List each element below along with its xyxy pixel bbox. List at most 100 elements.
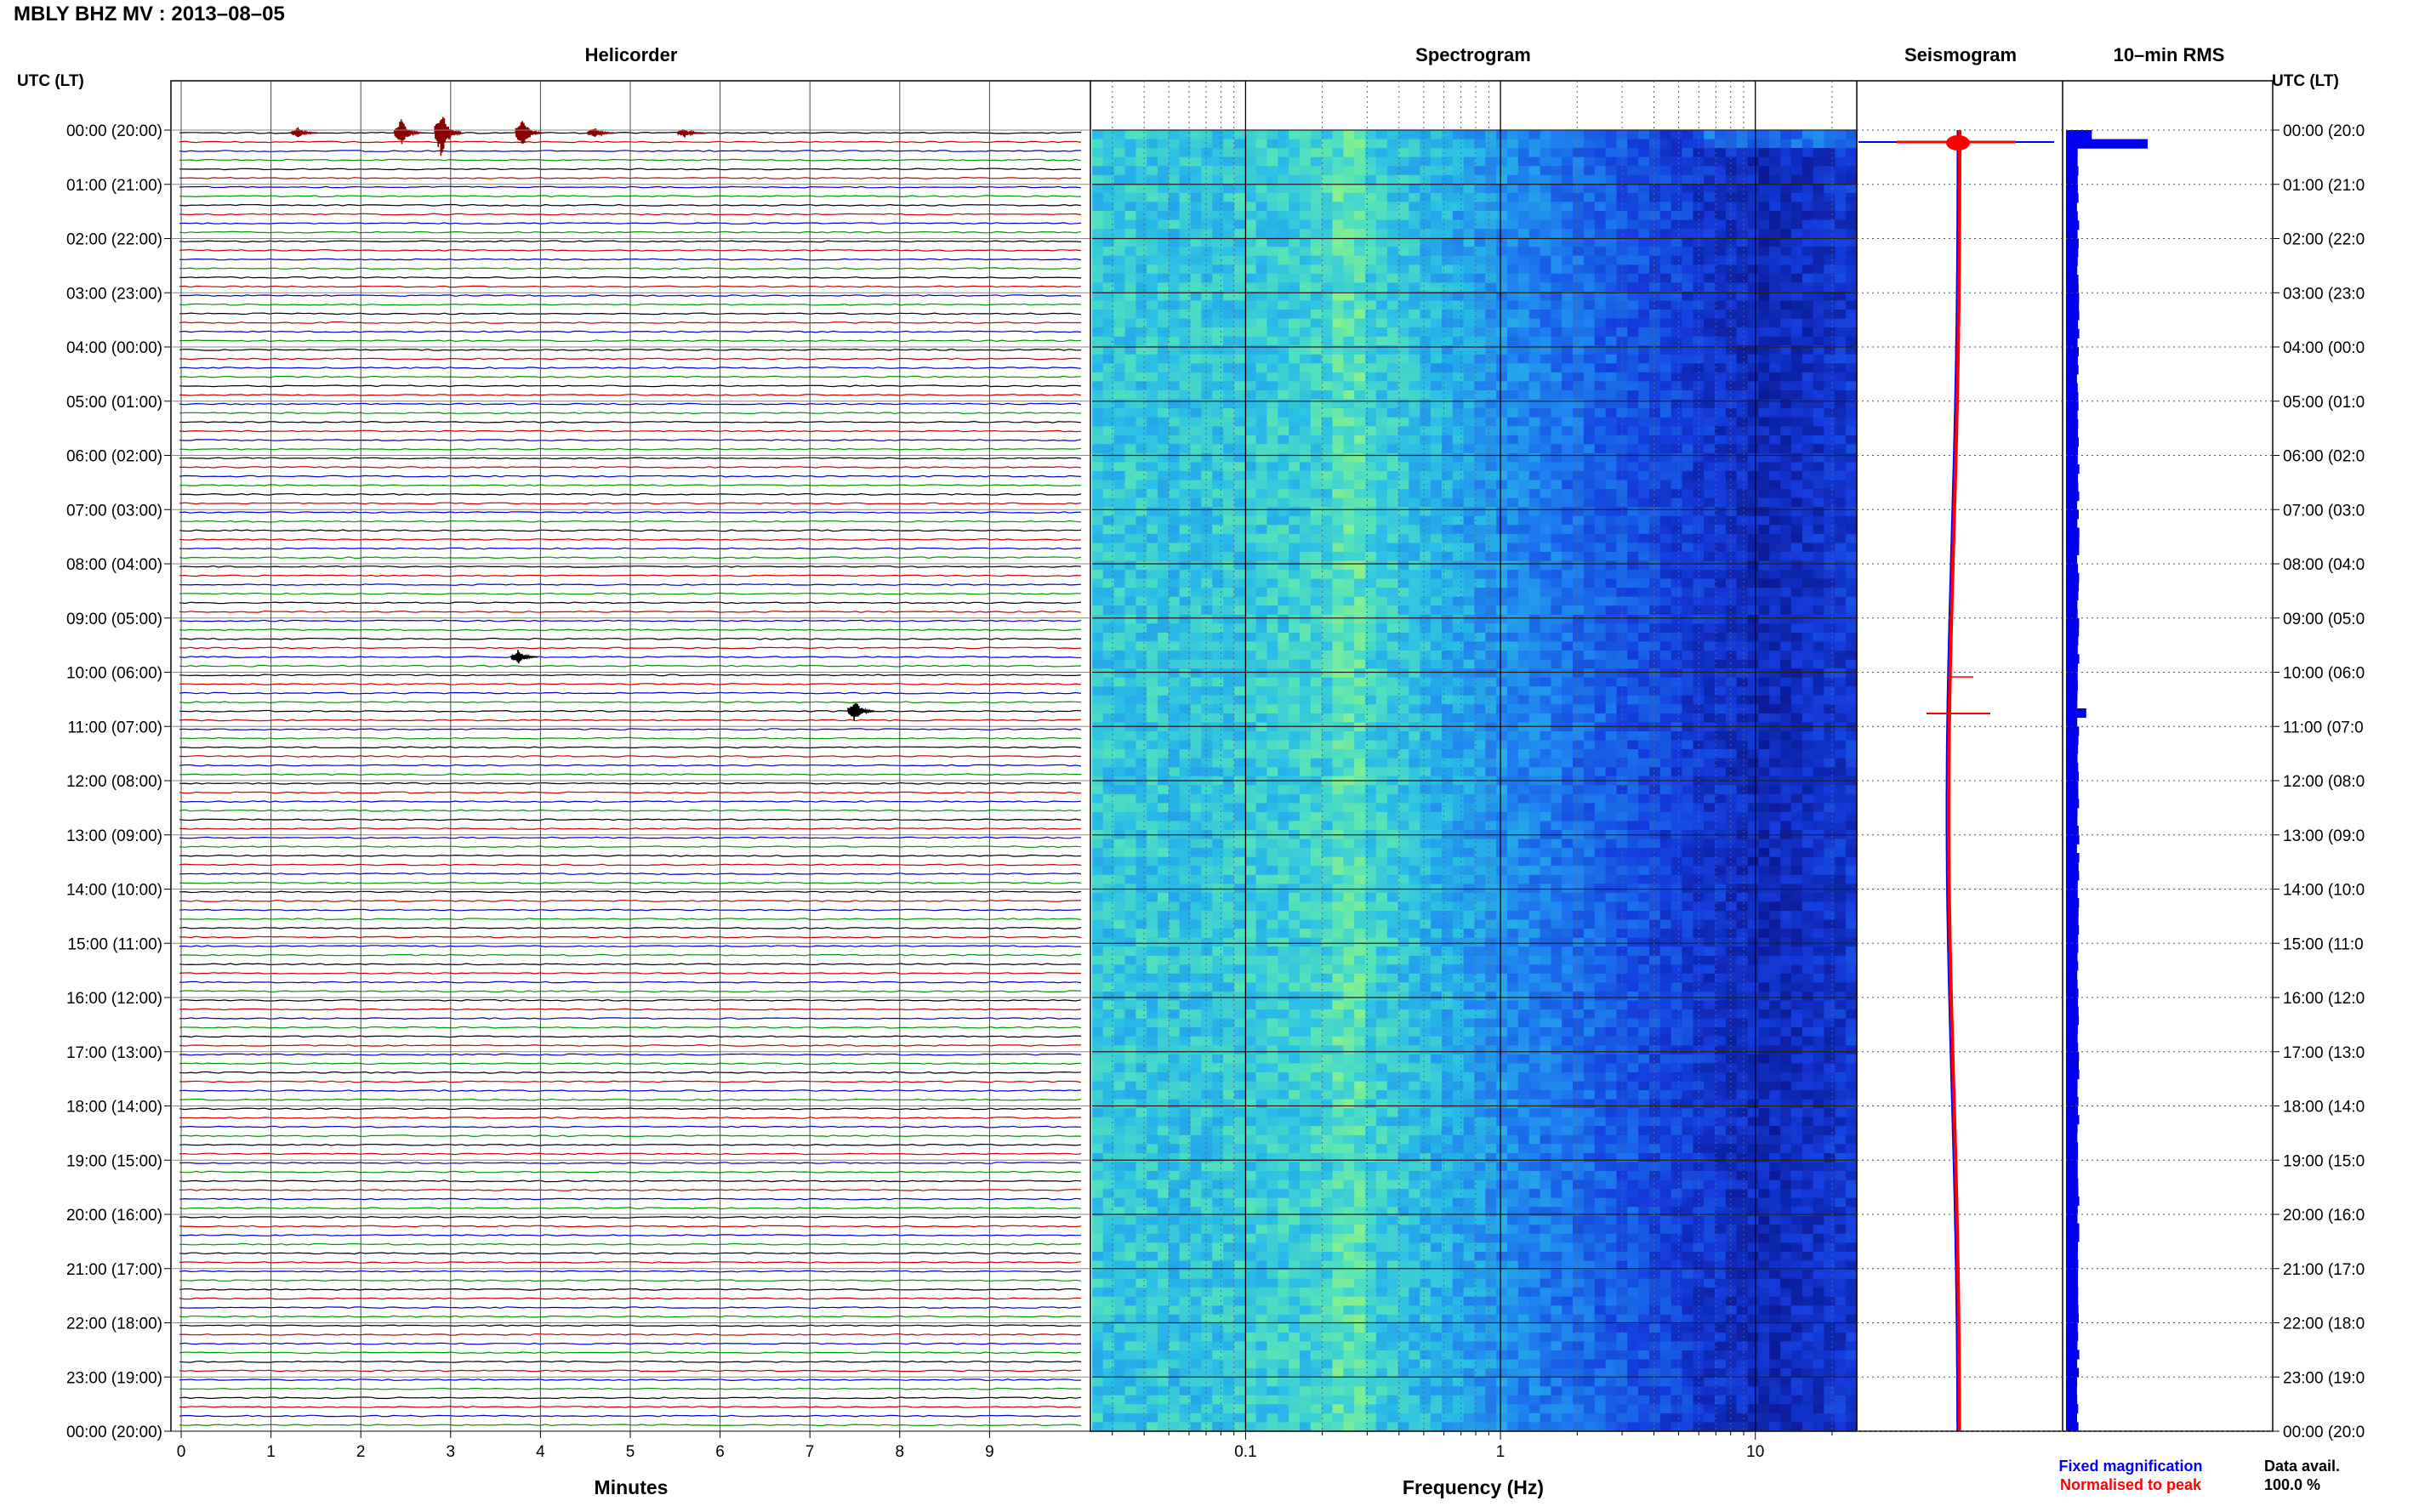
spectrogram-cell [1278, 1117, 1289, 1127]
spectrogram-cell [1212, 578, 1224, 588]
spectrogram-cell [1442, 713, 1454, 724]
spectrogram-cell [1092, 659, 1104, 669]
spectrogram-cell [1113, 641, 1126, 651]
spectrogram-cell [1266, 722, 1278, 732]
spectrogram-cell [1158, 1225, 1170, 1235]
spectrogram-cell [1212, 1036, 1224, 1046]
spectrogram-cell [1289, 229, 1301, 239]
spectrogram-cell [1310, 964, 1323, 975]
spectrogram-cell [1420, 1359, 1431, 1369]
spectrogram-cell [1420, 497, 1431, 508]
spectrogram-cell [1420, 291, 1431, 302]
spectrogram-cell [1452, 1081, 1465, 1091]
spectrogram-cell [1212, 838, 1224, 849]
spectrogram-cell [1113, 166, 1126, 176]
spectrogram-cell [1179, 1413, 1192, 1424]
spectrogram-cell [1212, 686, 1224, 696]
spectrogram-cell [1431, 929, 1443, 939]
spectrogram-cell [1212, 651, 1224, 661]
spectrogram-cell [1147, 811, 1158, 822]
spectrogram-cell [1201, 1413, 1213, 1424]
spectrogram-cell [1354, 982, 1366, 992]
spectrogram-cell [1431, 964, 1443, 975]
spectrogram-cell [1092, 731, 1104, 742]
spectrogram-cell [1354, 1287, 1366, 1298]
spectrogram-cell [1409, 919, 1420, 929]
spectrogram-cell [1310, 1144, 1323, 1154]
spectrogram-cell [1463, 264, 1476, 275]
spectrogram-cell [1452, 247, 1465, 257]
spectrogram-cell [1278, 533, 1289, 543]
spectrogram-cell [1310, 1242, 1323, 1253]
spectrogram-cell [1179, 139, 1192, 149]
spectrogram-cell [1431, 570, 1443, 580]
spectrogram-cell [1300, 856, 1312, 867]
spectrogram-cell [1332, 166, 1344, 176]
spectrogram-cell [1190, 740, 1202, 750]
spectrogram-cell [1179, 291, 1192, 302]
spectrogram-cell [1255, 946, 1267, 957]
spectrogram-cell [1278, 489, 1289, 499]
spectrogram-cell [1354, 229, 1366, 239]
spectrogram-cell [1300, 1063, 1312, 1073]
spectrogram-cell [1266, 291, 1278, 302]
spectrogram-cell [1289, 731, 1301, 742]
spectrogram-cell [1354, 264, 1366, 275]
spectrogram-cell [1201, 659, 1213, 669]
spectrogram-cell [1266, 1287, 1278, 1298]
spectrogram-cell [1397, 1126, 1409, 1136]
spectrogram-cell [1234, 1287, 1246, 1298]
spectrogram-cell [1092, 919, 1104, 929]
spectrogram-cell [1124, 919, 1136, 929]
spectrogram-cell [1397, 614, 1409, 624]
spectrogram-cell [1266, 336, 1278, 346]
spectrogram-cell [1124, 533, 1136, 543]
spectrogram-cell [1201, 1305, 1213, 1316]
spectrogram-cell [1343, 1045, 1355, 1055]
spectrogram-cell [1147, 148, 1158, 158]
spectrogram-cell [1442, 273, 1454, 283]
spectrogram-cell [1321, 866, 1334, 876]
spectrogram-cell [1397, 1117, 1409, 1127]
spectrogram-cell [1289, 1179, 1301, 1190]
spectrogram-cell [1136, 605, 1147, 616]
spectrogram-cell [1420, 282, 1431, 293]
spectrogram-cell [1179, 614, 1192, 624]
spectrogram-cell [1223, 992, 1235, 1002]
spectrogram-cell [1136, 255, 1147, 265]
spectrogram-cell [1300, 462, 1312, 472]
spectrogram-cell [1332, 1323, 1344, 1333]
spectrogram-cell [1343, 1422, 1355, 1432]
spectrogram-cell [1442, 1063, 1454, 1073]
spectrogram-cell [1168, 1207, 1181, 1217]
spectrogram-cell [1409, 229, 1420, 239]
spectrogram-cell [1354, 130, 1366, 140]
spectrogram-cell [1431, 264, 1443, 275]
spectrogram-cell [1397, 911, 1409, 921]
spectrogram-cell [1332, 866, 1344, 876]
spectrogram-cell [1310, 1395, 1323, 1405]
spectrogram-cell [1179, 623, 1192, 634]
spectrogram-cell [1212, 1287, 1224, 1298]
spectrogram-cell [1190, 1144, 1202, 1154]
spectrogram-cell [1321, 874, 1334, 884]
spectrogram-cell [1278, 318, 1289, 328]
spectrogram-cell [1266, 282, 1278, 293]
spectrogram-cell [1168, 785, 1181, 795]
spectrogram-cell [1310, 507, 1323, 517]
spectrogram-cell [1136, 543, 1147, 553]
spectrogram-cell [1266, 982, 1278, 992]
spectrogram-cell [1420, 1305, 1431, 1316]
spectrogram-cell [1332, 318, 1344, 328]
spectrogram-cell [1431, 148, 1443, 158]
spectrogram-cell [1278, 237, 1289, 247]
spectrogram-cell [1201, 605, 1213, 616]
spectrogram-cell [1431, 543, 1443, 553]
spectrogram-cell [1354, 1099, 1366, 1109]
spectrogram-cell [1278, 964, 1289, 975]
spectrogram-cell [1266, 1027, 1278, 1037]
spectrogram-cell [1375, 497, 1388, 508]
spectrogram-cell [1310, 901, 1323, 912]
spectrogram-cell [1332, 525, 1344, 535]
spectrogram-cell [1397, 192, 1409, 203]
